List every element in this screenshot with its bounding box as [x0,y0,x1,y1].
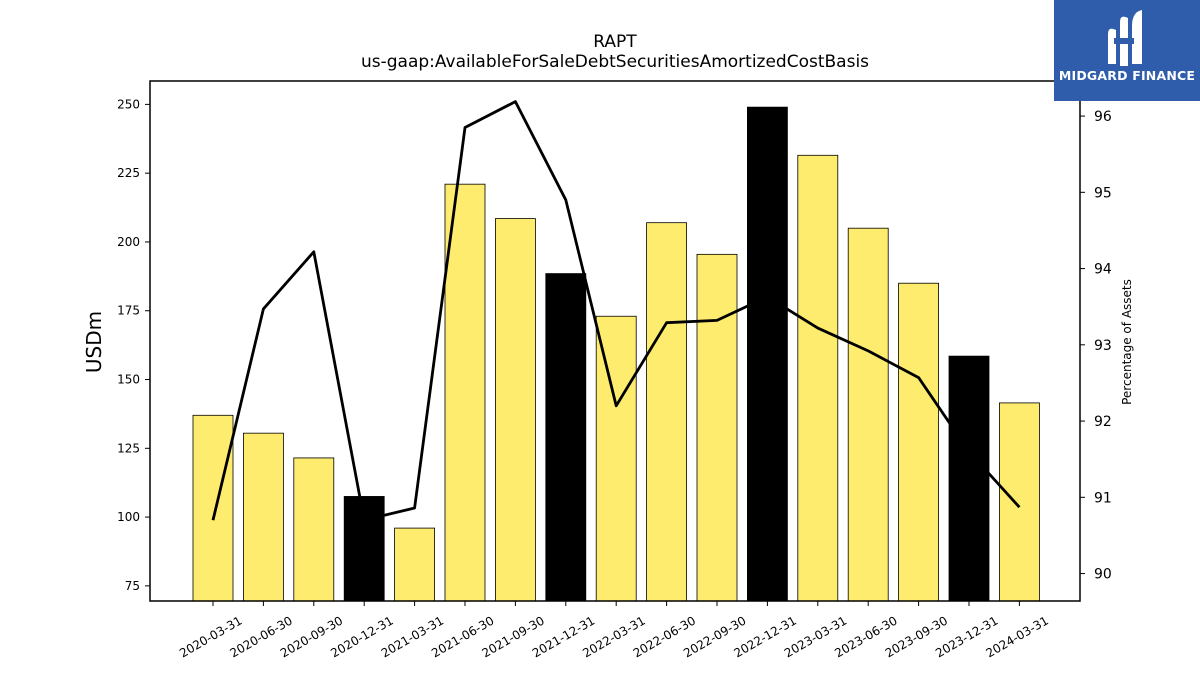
bar [343,496,385,602]
bar [797,154,839,602]
bar [394,527,436,602]
y-tick-label-left: 175 [117,304,140,318]
bar [545,273,587,602]
logo-mark-icon [1108,10,1142,67]
bar [646,222,687,602]
bar [192,414,234,602]
bar [494,218,536,602]
bar [242,432,284,602]
bar-group [192,106,1040,602]
bar [696,253,738,602]
y-tick-label-left: 100 [117,510,140,524]
bar [847,227,889,602]
bar [293,457,335,602]
y-tick-label-right: 95 [1094,185,1112,201]
chart-title: RAPT [593,32,637,52]
y-axis-label-right: Percentage of Assets [1120,279,1134,405]
plot-frame [149,80,1081,602]
bar [999,402,1040,602]
brand-logo: MIDGARD FINANCE [1054,0,1200,101]
y-tick-label-right: 93 [1094,338,1112,354]
y-tick-label-right: 92 [1094,414,1112,430]
bar [948,355,990,602]
line-group [211,100,1021,522]
y-tick-label-right: 91 [1094,490,1112,506]
bar [898,282,939,602]
chart-subtitle: us-gaap:AvailableForSaleDebtSecuritiesAm… [360,52,870,72]
logo-text: MIDGARD FINANCE [1058,68,1196,83]
y-tick-label-left: 200 [117,235,140,249]
y-tick-label-left: 250 [117,97,140,111]
bar [444,183,486,602]
y-axis-label-left: USDm [82,310,106,374]
y-tick-label-left: 75 [125,579,140,593]
y-tick-label-left: 225 [117,166,140,180]
y-tick-label-left: 125 [117,441,140,455]
y-tick-label-left: 150 [117,373,140,387]
bar [595,315,637,602]
y-tick-label-right: 94 [1094,262,1112,278]
bar [747,106,788,602]
y-tick-label-right: 90 [1094,567,1112,583]
line-series [211,100,1021,522]
y-tick-label-right: 96 [1094,109,1112,125]
